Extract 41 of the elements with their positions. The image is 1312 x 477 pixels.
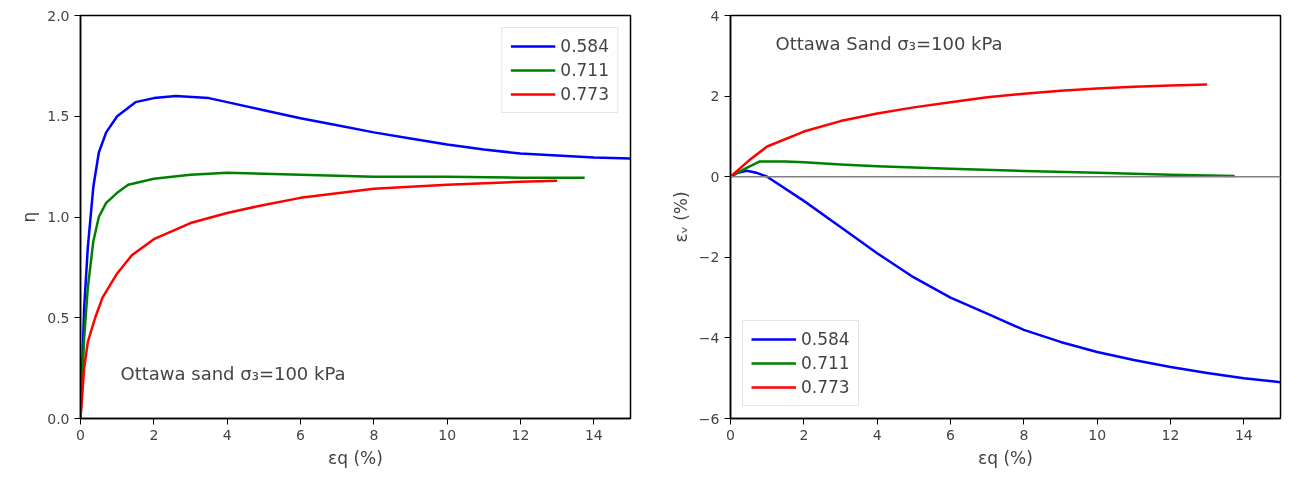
x-tick-label: 12 xyxy=(511,426,530,443)
legend-label: 0.711 xyxy=(560,60,609,80)
x-tick-label: 6 xyxy=(296,426,306,443)
legend-label: 0.773 xyxy=(801,377,850,397)
x-tick-label: 10 xyxy=(438,426,457,443)
y-axis-title: εᵥ (%) xyxy=(670,191,691,243)
x-tick-label: 0 xyxy=(76,426,85,443)
x-axis-title: εq (%) xyxy=(328,447,383,468)
y-tick-label: 0.0 xyxy=(47,410,70,427)
x-tick-label: 8 xyxy=(1019,426,1029,443)
y-tick-label: 2 xyxy=(710,88,720,105)
y-tick-label: 0 xyxy=(710,168,720,185)
y-tick-label: 1.5 xyxy=(47,108,70,125)
x-tick-label: 2 xyxy=(149,426,159,443)
legend-label: 0.584 xyxy=(801,329,850,349)
line-series xyxy=(730,160,1236,178)
annotation: Ottawa Sand σ₃=100 kPa xyxy=(775,33,1003,55)
y-tick-label: −2 xyxy=(698,249,720,266)
y-tick-label: 1.0 xyxy=(47,209,70,225)
legend-label: 0.584 xyxy=(560,36,609,56)
y-tick-label: 0.5 xyxy=(47,309,70,326)
x-tick-label: 8 xyxy=(369,426,379,443)
x-tick-label: 6 xyxy=(946,426,956,443)
x-tick-label: 14 xyxy=(584,426,603,443)
x-tick-label: 4 xyxy=(222,426,232,443)
x-tick-label: 12 xyxy=(1161,426,1180,443)
y-axis-title: η xyxy=(19,211,40,223)
annotation: Ottawa sand σ₃=100 kPa xyxy=(120,362,346,384)
x-tick-label: 4 xyxy=(872,426,882,443)
line-series xyxy=(730,83,1209,178)
legend-label: 0.711 xyxy=(801,353,850,373)
x-tick-label: 14 xyxy=(1234,426,1253,443)
x-axis-title: εq (%) xyxy=(978,447,1033,468)
x-tick-label: 2 xyxy=(799,426,809,443)
y-tick-label: −6 xyxy=(698,410,720,427)
x-tick-label: 10 xyxy=(1088,426,1107,443)
legend-label: 0.773 xyxy=(560,84,609,104)
y-tick-label: 4 xyxy=(710,7,720,24)
y-tick-label: 2.0 xyxy=(47,7,70,24)
y-tick-label: −4 xyxy=(698,329,720,346)
x-tick-label: 0 xyxy=(726,426,735,443)
